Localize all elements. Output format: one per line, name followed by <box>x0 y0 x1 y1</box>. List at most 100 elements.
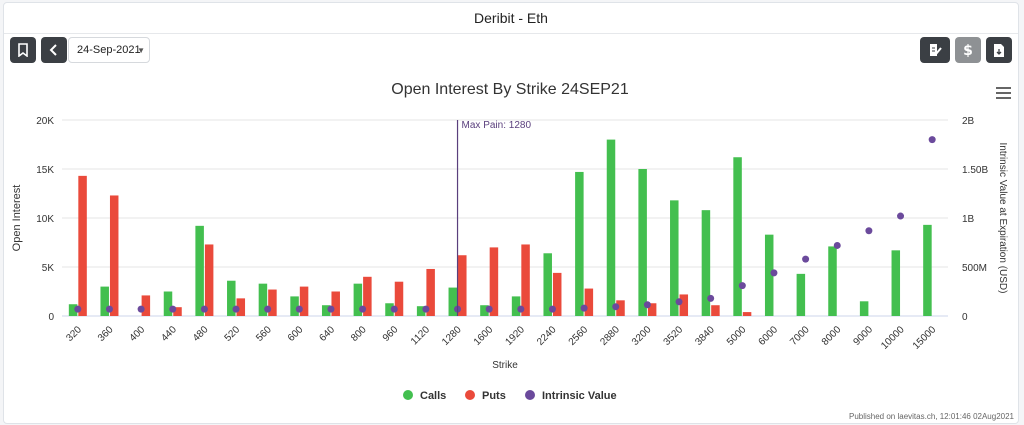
edit-document-icon <box>930 44 942 56</box>
intrinsic-value-point[interactable] <box>612 303 620 311</box>
calls-bar[interactable] <box>448 287 458 316</box>
intrinsic-value-point[interactable] <box>105 305 113 313</box>
calls-bar[interactable] <box>859 301 869 316</box>
report-button[interactable] <box>920 37 950 63</box>
y2-tick-label: 2B <box>962 116 975 127</box>
bookmark-button[interactable] <box>10 37 36 63</box>
calls-bar[interactable] <box>195 225 204 316</box>
calls-bar[interactable] <box>258 283 268 316</box>
calls-bar[interactable] <box>733 157 742 316</box>
calls-bar[interactable] <box>891 250 901 316</box>
puts-bar[interactable] <box>552 272 562 316</box>
calls-bar[interactable] <box>670 200 679 316</box>
usd-button[interactable]: $ <box>955 37 981 63</box>
x-tick-label: 6000 <box>757 324 781 348</box>
intrinsic-value-point[interactable] <box>169 305 177 313</box>
calls-bar[interactable] <box>796 273 806 316</box>
intrinsic-value-point[interactable] <box>643 301 651 309</box>
intrinsic-value-point[interactable] <box>802 255 810 263</box>
puts-bar[interactable] <box>363 276 372 316</box>
calls-bar[interactable] <box>227 280 236 316</box>
calls-bar[interactable] <box>353 283 363 316</box>
hamburger-menu-icon[interactable] <box>996 87 1011 99</box>
x-tick-label: 640 <box>318 324 338 344</box>
calls-bar[interactable] <box>828 246 837 316</box>
intrinsic-value-point[interactable] <box>770 269 778 277</box>
puts-bar[interactable] <box>647 303 657 316</box>
calls-bar[interactable] <box>480 305 489 316</box>
calls-bar[interactable] <box>416 306 426 316</box>
svg-text:$: $ <box>963 43 973 58</box>
calls-bar[interactable] <box>543 253 552 316</box>
puts-bar[interactable] <box>426 268 435 316</box>
puts-bar[interactable] <box>78 175 87 316</box>
page-header: Deribit - Eth <box>4 3 1018 34</box>
legend-label: Calls <box>420 390 446 402</box>
previous-date-button[interactable] <box>41 37 67 63</box>
x-tick-label: 8000 <box>820 324 844 348</box>
puts-bar[interactable] <box>236 298 246 316</box>
puts-bar[interactable] <box>584 288 594 316</box>
puts-bar[interactable] <box>204 244 214 316</box>
intrinsic-value-point[interactable] <box>264 305 272 313</box>
calls-bar[interactable] <box>321 305 331 316</box>
intrinsic-value-point[interactable] <box>422 305 430 313</box>
intrinsic-value-point[interactable] <box>707 294 715 302</box>
calls-bar[interactable] <box>638 169 647 316</box>
puts-bar[interactable] <box>742 312 752 316</box>
puts-bar[interactable] <box>299 286 309 316</box>
puts-bar[interactable] <box>616 300 625 316</box>
intrinsic-value-point[interactable] <box>200 305 208 313</box>
intrinsic-value-point[interactable] <box>517 305 525 313</box>
puts-bar[interactable] <box>141 295 151 316</box>
intrinsic-value-point[interactable] <box>865 227 873 235</box>
puts-bar[interactable] <box>394 281 404 316</box>
intrinsic-value-point[interactable] <box>485 305 493 313</box>
intrinsic-value-point[interactable] <box>327 305 335 313</box>
legend-item[interactable]: Puts <box>465 390 506 402</box>
intrinsic-value-point[interactable] <box>580 304 588 312</box>
calls-bar[interactable] <box>163 291 173 317</box>
legend-item[interactable]: Calls <box>403 390 446 402</box>
file-download-icon <box>994 43 1004 57</box>
x-tick-label: 1920 <box>503 324 527 348</box>
intrinsic-value-point[interactable] <box>833 241 841 249</box>
calls-bar[interactable] <box>575 171 584 316</box>
x-tick-label: 1280 <box>440 324 464 348</box>
calls-bar[interactable] <box>68 304 78 316</box>
puts-bar[interactable] <box>679 294 689 316</box>
calls-bar[interactable] <box>701 210 711 316</box>
intrinsic-value-point[interactable] <box>928 136 936 144</box>
calls-bar[interactable] <box>606 139 616 316</box>
y-tick-label: 10K <box>36 214 54 225</box>
intrinsic-value-point[interactable] <box>74 305 82 313</box>
export-pdf-button[interactable] <box>986 37 1012 63</box>
legend-item[interactable]: Intrinsic Value <box>525 390 617 402</box>
puts-bar[interactable] <box>173 307 182 316</box>
puts-bar[interactable] <box>331 291 340 317</box>
intrinsic-value-point[interactable] <box>897 212 905 220</box>
intrinsic-value-point[interactable] <box>232 305 240 313</box>
calls-bar[interactable] <box>290 296 299 316</box>
calls-bar[interactable] <box>385 303 394 316</box>
intrinsic-value-point[interactable] <box>738 282 746 290</box>
published-note: Published on laevitas.ch, 12:01:46 02Aug… <box>848 412 1014 421</box>
intrinsic-value-point[interactable] <box>295 305 303 313</box>
calls-bar[interactable] <box>511 296 521 316</box>
puts-bar[interactable] <box>458 255 467 316</box>
puts-bar[interactable] <box>268 289 277 316</box>
puts-bar[interactable] <box>711 305 720 316</box>
puts-bar[interactable] <box>489 247 499 316</box>
intrinsic-value-point[interactable] <box>548 305 556 313</box>
intrinsic-value-point[interactable] <box>137 305 145 313</box>
intrinsic-value-point[interactable] <box>390 305 398 313</box>
intrinsic-value-point[interactable] <box>675 298 683 306</box>
intrinsic-value-point[interactable] <box>359 305 367 313</box>
date-select[interactable]: 24-Sep-2021 ▼ <box>68 37 150 63</box>
calls-bar[interactable] <box>764 234 774 316</box>
calls-bar[interactable] <box>100 286 109 316</box>
calls-bar[interactable] <box>923 224 932 316</box>
puts-bar[interactable] <box>521 244 530 316</box>
chevron-down-icon: ▼ <box>137 46 145 55</box>
puts-bar[interactable] <box>109 195 119 316</box>
